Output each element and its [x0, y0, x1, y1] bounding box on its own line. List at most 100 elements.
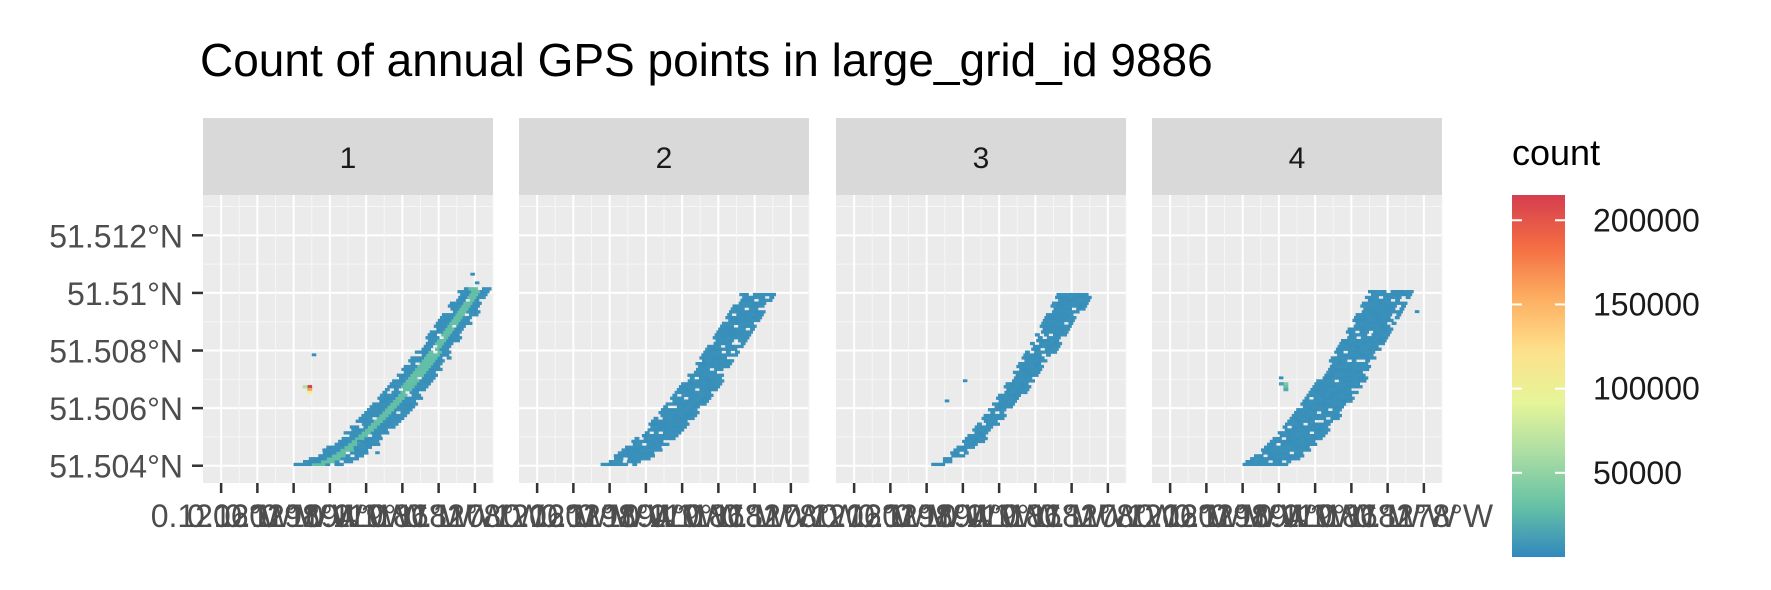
heatmap-cell	[466, 290, 472, 294]
heatmap-cell	[1395, 290, 1401, 294]
heatmap-cell	[746, 295, 752, 300]
heatmap-cell	[635, 448, 640, 452]
heatmap-cell	[1064, 313, 1069, 317]
heatmap-cell	[1364, 353, 1370, 357]
heatmap-cell	[974, 431, 980, 435]
heatmap-cell	[1259, 460, 1264, 464]
heatmap-cell	[670, 436, 676, 441]
heatmap-cell	[410, 379, 416, 383]
heatmap-cell	[992, 419, 998, 423]
heatmap-cell	[1298, 416, 1304, 421]
heatmap-cell	[711, 364, 717, 369]
heatmap-cell	[660, 434, 665, 438]
heatmap-cell	[317, 457, 323, 461]
heatmap-cell	[1330, 405, 1335, 409]
heatmap-cell	[1378, 304, 1384, 308]
heatmap-cell	[1320, 393, 1325, 397]
heatmap-cell	[700, 362, 705, 366]
heatmap-cell	[392, 405, 398, 409]
heatmap-cell	[454, 301, 460, 305]
heatmap-cell	[614, 462, 620, 467]
heatmap-cell	[750, 318, 756, 323]
heatmap-cell	[751, 295, 757, 300]
heatmap-cell	[1059, 321, 1065, 325]
heatmap-cell	[1304, 396, 1310, 400]
heatmap-cell	[1037, 344, 1043, 349]
heatmap-cell	[1309, 408, 1315, 412]
heatmap-cell	[374, 439, 380, 444]
heatmap-cell	[1375, 310, 1381, 314]
heatmap-cell	[358, 445, 363, 449]
heatmap-cell	[1366, 356, 1372, 360]
heatmap-cell	[1021, 356, 1027, 360]
heatmap-cell	[454, 327, 460, 331]
heatmap-cell	[1376, 347, 1382, 351]
heatmap-cell	[1013, 390, 1019, 395]
heatmap-cell	[983, 419, 989, 423]
x-tick-label: 0.1206°W	[1100, 498, 1242, 534]
heatmap-cell	[705, 367, 710, 372]
heatmap-cell	[1337, 344, 1343, 349]
heatmap-cell	[1275, 451, 1281, 455]
heatmap-cell	[376, 402, 382, 406]
heatmap-cell	[1311, 428, 1317, 432]
heatmap-cell	[1357, 356, 1363, 360]
heatmap-cell	[1268, 457, 1274, 461]
heatmap-cell	[423, 344, 429, 349]
heatmap-cell	[754, 301, 760, 305]
heatmap-cell	[740, 321, 745, 325]
facet-strip	[836, 118, 1126, 195]
heatmap-cell	[674, 402, 680, 406]
heatmap-cell	[1047, 327, 1053, 331]
heatmap-cell	[1283, 439, 1289, 444]
heatmap-cell	[691, 373, 697, 377]
heatmap-cell	[1314, 413, 1320, 418]
heatmap-cell	[421, 388, 426, 392]
heatmap-cell	[1375, 318, 1380, 323]
heatmap-cell	[368, 411, 374, 415]
heatmap-cell	[1320, 379, 1326, 383]
heatmap-cell	[1357, 385, 1363, 389]
heatmap-cell	[1056, 318, 1062, 323]
heatmap-cell	[1377, 290, 1382, 294]
heatmap-cell	[683, 402, 689, 406]
heatmap-cell	[1378, 321, 1383, 325]
heatmap-cell	[401, 405, 407, 409]
heatmap-cell	[1328, 367, 1333, 372]
heatmap-cell	[710, 373, 715, 377]
x-tick-label: 0.1198°W	[540, 498, 679, 534]
heatmap-cell	[1338, 399, 1344, 403]
heatmap-cell	[1347, 379, 1353, 383]
heatmap-cell	[1263, 460, 1269, 464]
heatmap-cell	[668, 425, 674, 429]
heatmap-cell	[460, 298, 466, 302]
heatmap-cell	[435, 347, 440, 351]
heatmap-cell	[978, 436, 984, 441]
heatmap-cell	[1044, 324, 1050, 328]
heatmap-cell	[469, 298, 475, 302]
heatmap-cell	[695, 405, 700, 409]
heatmap-cell	[430, 353, 436, 357]
heatmap-cell	[342, 439, 348, 444]
heatmap-cell	[711, 344, 717, 349]
heatmap-cell	[1026, 385, 1032, 389]
heatmap-cell	[1293, 434, 1299, 438]
heatmap-cell	[665, 428, 671, 432]
heatmap-cell	[1359, 330, 1365, 334]
legend-tick-label: 50000	[1593, 455, 1682, 491]
heatmap-cell	[758, 313, 764, 317]
heatmap-cell	[1294, 454, 1300, 458]
heatmap-cell	[1376, 324, 1382, 328]
heatmap-cell	[1274, 439, 1280, 444]
heatmap-cell	[725, 344, 731, 349]
heatmap-cell	[1306, 434, 1312, 438]
heatmap-cell	[476, 301, 482, 305]
heatmap-cell	[415, 367, 420, 372]
heatmap-cell	[1062, 316, 1068, 320]
heatmap-cell	[980, 439, 986, 444]
heatmap-cell	[349, 425, 355, 429]
heatmap-cell	[654, 439, 659, 444]
heatmap-cell	[385, 416, 391, 421]
heatmap-cell	[1334, 350, 1340, 354]
heatmap-cell	[1023, 367, 1029, 372]
